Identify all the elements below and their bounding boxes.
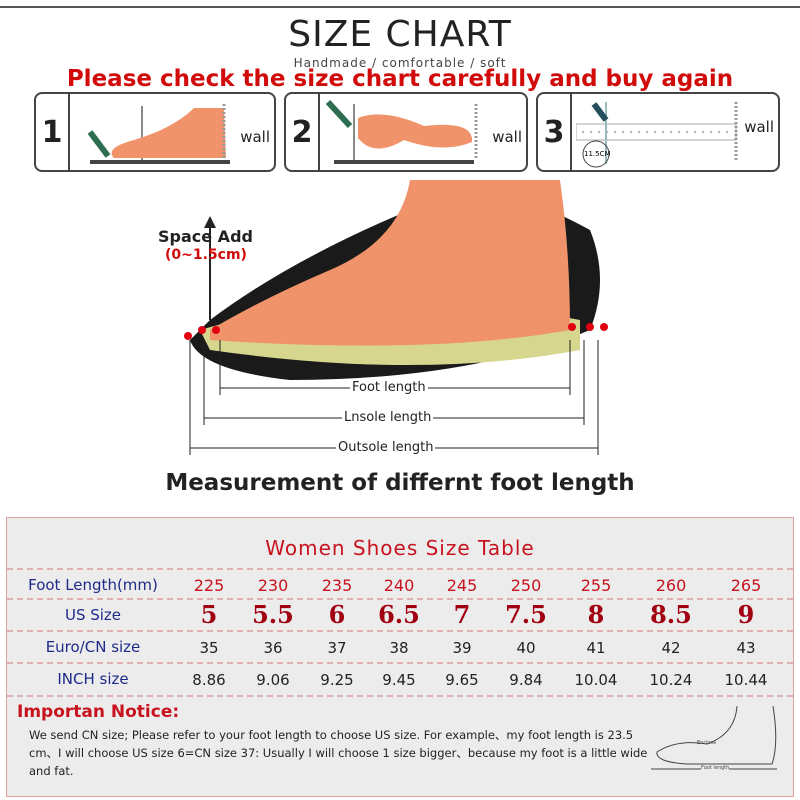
table-cell: 40 [516,639,536,657]
page-title: SIZE CHART [288,14,512,55]
table-cell: 6.5 [378,600,420,629]
table-cell: 10.04 [574,671,618,689]
row-label: INCH size [57,670,129,688]
step-number: 1 [36,94,70,170]
step-1-panel: 1 wall [34,92,276,172]
table-cell: 39 [452,639,472,657]
table-cell: 43 [736,639,756,657]
insole-length-label: Lnsole length [342,410,434,425]
table-cell: 9 [737,600,755,629]
table-title: Women Shoes Size Table [265,536,535,560]
table-cell: 8 [587,600,605,629]
table-cell: 36 [263,639,283,657]
row-label: Euro/CN size [45,638,141,656]
warning-text: Please check the size chart carefully an… [66,66,734,92]
table-cell: 250 [510,576,542,595]
notice-title: Importan Notice: [17,702,180,722]
notice-text: We send CN size; Please refer to your fo… [29,728,648,778]
table-cell: 9.06 [256,671,290,689]
foot-length-label: Foot length [350,380,428,395]
table-cell: 255 [580,576,612,595]
foot-side-icon [87,104,230,164]
step-2-panel: 2 wall [284,92,528,172]
wall-label: wall [744,118,774,136]
row-label: Foot Length(mm) [28,576,158,594]
table-cell: 7 [453,600,471,629]
subtitle: Handmade / comfortable / soft [293,56,507,70]
table-cell: 35 [199,639,219,657]
table-cell: 41 [586,639,606,657]
table-cell: 9.84 [509,671,543,689]
table-cell: 9.45 [382,671,416,689]
table-cell: 235 [321,576,353,595]
space-range-label: (0~1.5cm) [165,247,247,263]
table-row: INCH size 8.86 9.06 9.25 9.45 9.65 9.84 10.04 10… [7,662,793,695]
divider [7,695,793,697]
table-cell: 10.24 [649,671,693,689]
row-label: US Size [64,606,122,624]
table-cell: 9.65 [445,671,479,689]
table-row: US Size 5 5.5 6 6.5 7 7.5 8 8.5 9 [7,598,793,630]
table-row: Foot Length(mm) 225 230 235 240 245 250 255 260 2… [7,568,793,598]
step-3-panel: 3 11.5CM wall [536,92,780,172]
space-add-label: Space Add [158,227,253,246]
foot-outline-figure [651,705,777,770]
shoe-foot-illustration [184,180,608,455]
table-cell: 7.5 [505,600,547,629]
table-cell: 8.86 [192,671,226,689]
table-cell: 225 [193,576,225,595]
step-number: 3 [538,94,572,170]
table-cell: 8.5 [650,600,692,629]
table-cell: 10.44 [724,671,768,689]
table-cell: 37 [327,639,347,657]
table-cell: 245 [446,576,478,595]
enclose-label: Enclose [697,740,717,746]
table-cell: 260 [655,576,687,595]
table-cell: 240 [383,576,415,595]
table-cell: 42 [661,639,681,657]
foot-top-icon [325,99,478,164]
table-cell: 38 [389,639,409,657]
circle-label: 11.5CM [584,150,611,158]
table-cell: 9.25 [320,671,354,689]
wall-label: wall [492,128,522,146]
diagram-caption: Measurement of differnt foot length [165,470,635,496]
size-table: Women Shoes Size Table Foot Length(mm) 22… [6,517,794,797]
wall-label: wall [240,128,270,146]
table-cell: 5.5 [252,600,294,629]
table-row: Euro/CN size 35 36 37 38 39 40 41 42 43 [7,630,793,662]
table-cell: 230 [257,576,289,595]
top-rule [0,6,800,8]
ruler-icon [576,102,738,168]
outsole-length-label: Outsole length [336,440,436,455]
table-cell: 6 [328,600,346,629]
foot-length-figure-label: Foot length [701,765,730,771]
step-number: 2 [286,94,320,170]
table-cell: 5 [200,600,218,629]
table-cell: 265 [730,576,762,595]
